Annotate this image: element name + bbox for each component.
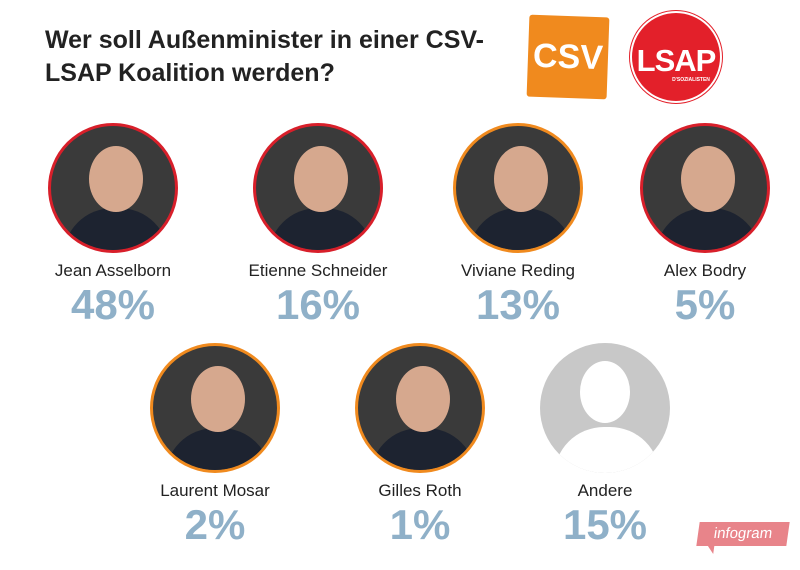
head <box>191 366 245 432</box>
candidate-item: Jean Asselborn 48% <box>18 123 208 327</box>
shoulders <box>655 208 761 250</box>
head <box>494 146 548 212</box>
infogram-badge[interactable]: infogram <box>696 522 790 546</box>
candidate-name: Andere <box>577 481 633 500</box>
lsap-logo-subtext: D'SOZIALISTEN <box>672 77 710 83</box>
infogram-label: infogram <box>712 525 774 542</box>
lsap-logo-text: LSAP <box>636 43 717 78</box>
head <box>396 366 450 432</box>
candidate-name: Gilles Roth <box>378 481 462 500</box>
shoulders <box>63 208 169 250</box>
candidate-item: Etienne Schneider 16% <box>223 123 413 327</box>
candidate-item: Alex Bodry 5% <box>610 123 800 327</box>
candidate-photo <box>150 343 280 473</box>
candidate-name: Viviane Reding <box>460 261 576 280</box>
shoulders <box>554 427 660 473</box>
candidate-photo <box>253 123 383 253</box>
candidate-percent: 16% <box>275 281 361 328</box>
head <box>89 146 143 212</box>
candidate-percent: 2% <box>184 501 246 548</box>
candidate-name: Alex Bodry <box>663 261 747 280</box>
csv-logo-text: CSV <box>532 36 604 77</box>
head <box>580 361 630 423</box>
candidate-percent: 48% <box>70 281 156 328</box>
candidate-name: Laurent Mosar <box>160 481 270 500</box>
shoulders <box>268 208 374 250</box>
candidate-photo <box>355 343 485 473</box>
head <box>681 146 735 212</box>
shoulders <box>468 208 574 250</box>
candidate-percent: 13% <box>475 281 561 328</box>
candidate-percent: 1% <box>389 501 451 548</box>
candidate-item: Viviane Reding 13% <box>423 123 613 327</box>
candidate-item: Gilles Roth 1% <box>325 343 515 547</box>
candidate-photo <box>453 123 583 253</box>
candidate-name: Etienne Schneider <box>248 261 388 280</box>
page-title: Wer soll Außenminister in einer CSV-LSAP… <box>45 26 484 87</box>
candidate-percent: 15% <box>562 501 648 548</box>
candidate-photo <box>640 123 770 253</box>
shoulders <box>165 428 271 470</box>
candidate-photo <box>48 123 178 253</box>
candidate-percent: 5% <box>674 281 736 328</box>
candidate-photo <box>540 343 670 473</box>
lsap-logo: LSAP D'SOZIALISTEN <box>630 11 722 103</box>
shoulders <box>370 428 476 470</box>
candidate-item: Laurent Mosar 2% <box>120 343 310 547</box>
candidate-name: Jean Asselborn <box>54 261 172 280</box>
candidate-item: Andere 15% <box>510 343 700 547</box>
csv-logo: CSV <box>526 14 610 100</box>
head <box>294 146 348 212</box>
